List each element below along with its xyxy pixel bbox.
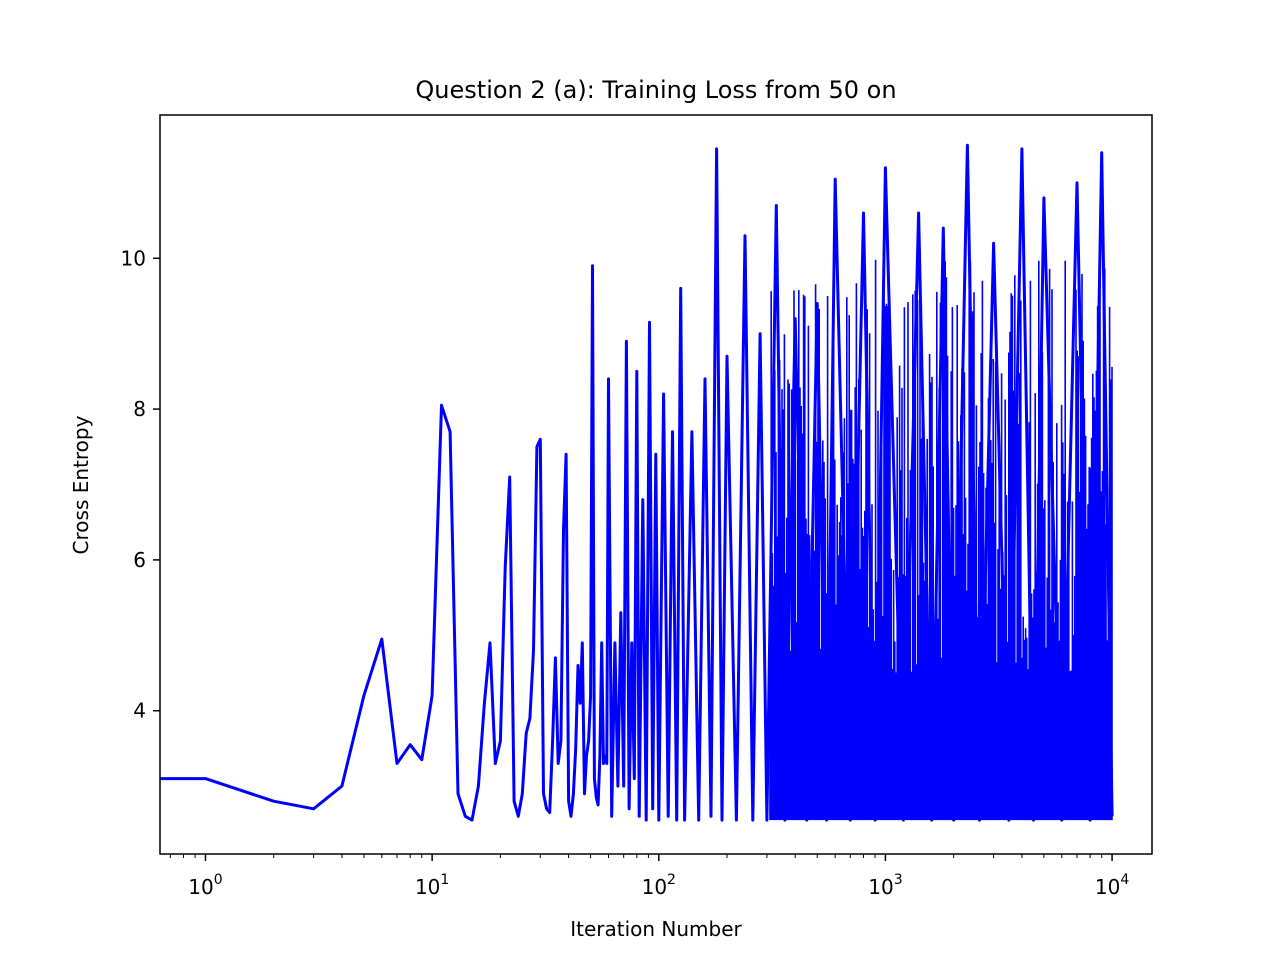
- plot-frame: [159, 114, 1153, 855]
- y-axis-label: Cross Entropy: [69, 415, 93, 554]
- plot-area: [160, 143, 1114, 822]
- x-axis-label: Iteration Number: [570, 917, 742, 941]
- y-tick-label: 4: [133, 699, 146, 723]
- y-tick-label: 8: [133, 397, 146, 421]
- chart-title: Question 2 (a): Training Loss from 50 on: [415, 76, 896, 104]
- y-tick-label: 10: [121, 246, 146, 270]
- y-axis: 4 6 8 10: [121, 246, 160, 723]
- noise-layer: [769, 259, 1113, 821]
- series-dense-oscillation: [769, 259, 1113, 821]
- y-tick-label: 6: [133, 548, 146, 572]
